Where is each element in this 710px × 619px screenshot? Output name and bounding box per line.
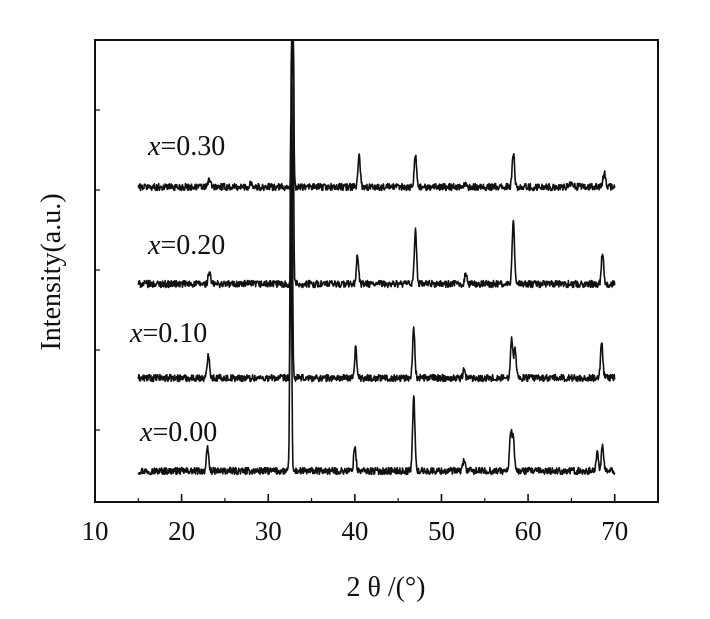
- series-label-var: x: [139, 417, 153, 448]
- series-line-0: [137, 123, 616, 476]
- series-label-3: x=0.30: [147, 131, 225, 162]
- series-line-2: [137, 40, 616, 289]
- x-tick-label: 40: [341, 516, 368, 546]
- y-ticks: [95, 109, 100, 431]
- series-label-value: =0.00: [152, 417, 217, 448]
- x-tick-label: 20: [168, 516, 195, 546]
- series-label-value: =0.20: [160, 230, 225, 261]
- series-label-var: x: [147, 131, 161, 162]
- series-label-var: x: [129, 318, 143, 349]
- x-axis-title: 2 θ /(°): [346, 572, 425, 603]
- x-tick-label: 30: [255, 516, 282, 546]
- series-label-1: x=0.10: [129, 318, 207, 349]
- series-line-1: [137, 85, 616, 383]
- y-axis-title: Intensity(a.u.): [36, 193, 67, 350]
- series-labels: x=0.00x=0.10x=0.20x=0.30: [129, 131, 225, 448]
- series-label-0: x=0.00: [139, 417, 217, 448]
- series-label-value: =0.10: [142, 318, 207, 349]
- plot-frame: [94, 39, 659, 503]
- x-tick-label: 60: [515, 516, 542, 546]
- x-tick-label: 70: [601, 516, 628, 546]
- series-label-value: =0.30: [160, 131, 225, 162]
- series-label-2: x=0.20: [147, 230, 225, 261]
- x-tick-label: 50: [428, 516, 455, 546]
- series-label-var: x: [147, 230, 161, 261]
- x-tick-label: 10: [82, 516, 109, 546]
- x-ticks: 10 20 30 40 50 60 70: [82, 494, 628, 546]
- traces: [137, 40, 616, 476]
- series-line-3: [137, 40, 616, 192]
